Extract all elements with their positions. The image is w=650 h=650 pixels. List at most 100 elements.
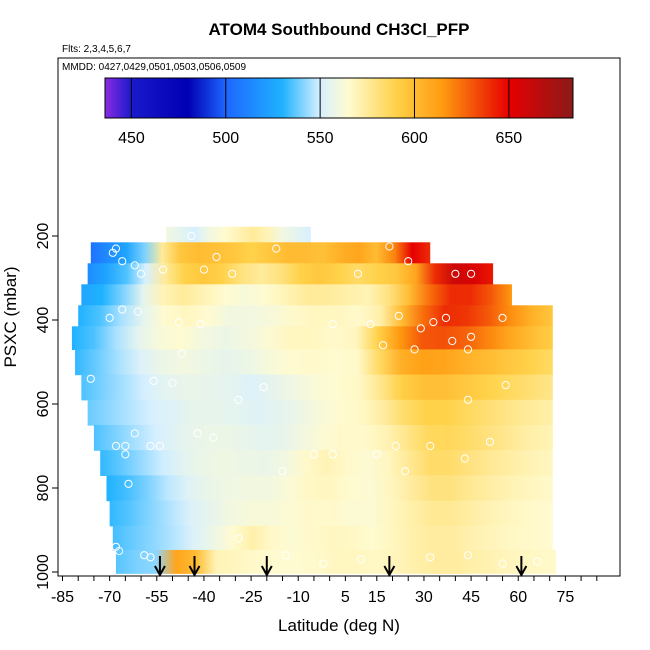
x-tick-label: -25 — [240, 589, 263, 606]
heatmap-row — [78, 305, 553, 327]
sample-point — [130, 261, 139, 270]
heatmap-row — [81, 374, 553, 401]
sample-point — [485, 437, 495, 446]
x-tick-label: -70 — [98, 589, 121, 606]
y-tick-label: 800 — [35, 475, 52, 502]
sample-point — [174, 318, 183, 327]
sample-point — [146, 441, 155, 451]
heatmap-row — [75, 349, 553, 376]
sample-point — [234, 395, 243, 404]
x-tick-label: 60 — [509, 589, 527, 606]
arrow-marker — [154, 556, 166, 578]
y-axis-label: PSXC (mbar) — [1, 266, 20, 367]
heatmap-row — [87, 263, 494, 285]
y-tick-label: 1000 — [35, 554, 52, 590]
sample-point — [328, 450, 337, 459]
sample-point — [146, 553, 155, 562]
sample-point — [177, 349, 187, 358]
flights-subtitle: Flts: 2,3,4,5,6,7 — [62, 44, 131, 55]
colorbar-tick-label: 600 — [401, 130, 428, 147]
sample-point — [394, 311, 403, 320]
arrow-markers — [154, 556, 528, 578]
sample-point — [328, 320, 337, 329]
colorbar-tick-label: 650 — [495, 130, 522, 147]
sample-point — [532, 557, 542, 566]
x-tick-label: -40 — [192, 589, 215, 606]
colorbar-ramp — [104, 77, 574, 119]
sample-point — [426, 553, 435, 562]
sample-point — [451, 269, 460, 278]
sample-point — [466, 332, 476, 341]
sample-point — [281, 551, 290, 560]
sample-point — [366, 320, 375, 329]
x-tick-label: 30 — [415, 589, 433, 606]
y-tick-label: 400 — [35, 307, 52, 334]
x-tick-label: -85 — [51, 589, 74, 606]
sample-point — [416, 324, 425, 333]
colorbar-tick-label: 500 — [212, 130, 239, 147]
sample-point — [118, 257, 127, 266]
sample-point — [272, 244, 281, 253]
sample-point — [212, 252, 221, 262]
arrow-marker — [383, 556, 396, 578]
colorbar-tick-label: 450 — [118, 130, 145, 147]
sample-point — [111, 244, 121, 253]
sample-point — [309, 450, 319, 459]
sample-point — [187, 231, 196, 241]
sample-point — [498, 559, 507, 568]
sample-point — [400, 467, 410, 476]
sample-point — [124, 479, 133, 488]
sample-point — [426, 441, 435, 451]
heatmap-row — [106, 475, 553, 502]
sample-point — [86, 374, 95, 383]
sample-point — [196, 320, 205, 329]
sample-point — [498, 313, 507, 322]
sample-point — [136, 269, 146, 278]
sample-point — [118, 305, 127, 314]
sample-point — [133, 307, 143, 316]
sample-point — [501, 381, 510, 390]
sample-point — [441, 313, 451, 322]
sample-point — [410, 345, 419, 354]
x-tick-label: -55 — [145, 589, 168, 606]
sample-point — [378, 341, 388, 350]
sample-point — [121, 441, 130, 451]
heatmap-layer — [71, 226, 556, 574]
heatmap-row — [87, 399, 553, 426]
sample-point — [209, 433, 218, 442]
sample-point — [353, 269, 363, 278]
heatmap-row — [115, 549, 556, 574]
sample-point — [105, 313, 114, 322]
heatmap-row — [81, 284, 512, 306]
sample-point — [155, 441, 165, 451]
y-axis: 200 400 600 800 1000 — [35, 223, 58, 590]
colorbar: 450 500 550 600 650 — [104, 77, 574, 147]
sample-markers — [58, 231, 542, 568]
sample-point — [429, 318, 438, 327]
heatmap-row — [166, 226, 311, 243]
x-tick-label: 15 — [368, 589, 386, 606]
sample-point — [58, 332, 67, 341]
sample-point — [372, 450, 381, 459]
y-tick-label: 600 — [35, 391, 52, 418]
heatmap-row — [93, 425, 553, 451]
sample-point — [463, 551, 473, 560]
sample-point — [149, 376, 158, 385]
sample-point — [168, 378, 177, 388]
plot-frame — [57, 57, 621, 577]
sample-point — [234, 534, 243, 543]
heatmap-row — [71, 326, 553, 350]
sample-point — [448, 336, 457, 346]
sample-point — [158, 265, 168, 274]
heatmap-row — [100, 450, 553, 476]
arrow-marker — [515, 556, 528, 578]
dates-subtitle: MMDD: 0427,0429,0501,0503,0506,0509 — [62, 62, 246, 73]
sample-point — [121, 450, 130, 459]
heatmap-row — [90, 242, 431, 264]
sample-point — [130, 429, 139, 438]
sample-point — [228, 269, 237, 278]
sample-point — [460, 454, 469, 463]
heatmap-row — [112, 525, 553, 551]
sample-point — [404, 257, 413, 266]
sample-point — [199, 265, 209, 274]
